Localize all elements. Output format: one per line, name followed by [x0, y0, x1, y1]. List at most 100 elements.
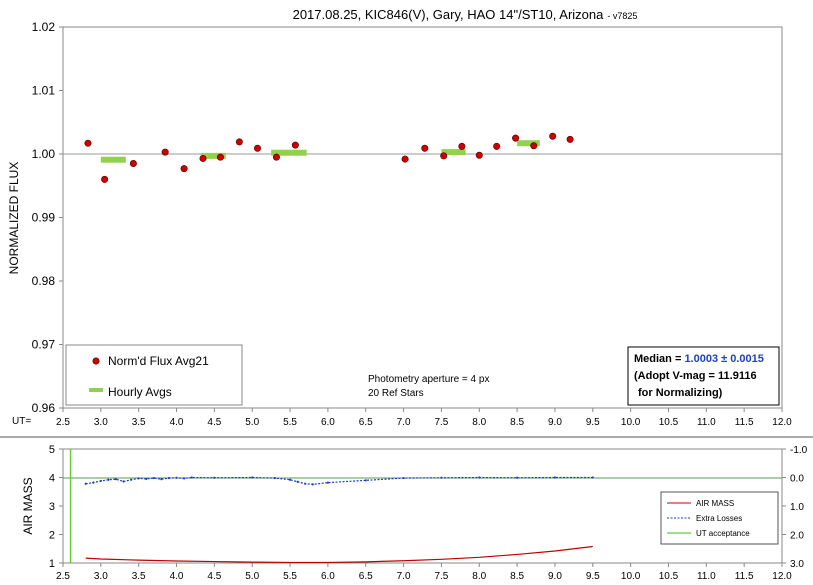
top-x-tick-label: 5.0 — [245, 417, 259, 428]
flux-point — [401, 155, 409, 163]
extra-losses-point — [84, 482, 87, 485]
bottom-y-tick-label: 2 — [49, 530, 55, 542]
extra-losses-point — [122, 480, 125, 483]
flux-point — [129, 160, 137, 168]
median-line-2: (Adopt V-mag = 11.9116 — [634, 370, 757, 382]
flux-point — [458, 142, 466, 150]
hourly-avg-bar — [441, 149, 466, 156]
bottom-x-tick-label: 10.5 — [659, 571, 679, 582]
top-x-tick-label: 10.5 — [659, 417, 679, 428]
bottom-y2-tick-label: 2.0 — [790, 531, 804, 542]
flux-point — [566, 135, 574, 143]
bottom-x-tick-label: 7.0 — [397, 571, 411, 582]
bottom-x-tick-label: 11.5 — [735, 571, 754, 582]
bottom-x-tick-label: 6.5 — [359, 571, 373, 582]
top-y-tick-label: 1.01 — [32, 84, 56, 98]
top-x-tick-label: 4.5 — [207, 417, 221, 428]
flux-point — [421, 144, 429, 152]
bottom-y2-tick-label: 0.0 — [790, 474, 804, 485]
top-x-tick-label: 3.5 — [132, 417, 146, 428]
top-x-tick-label: 12.0 — [772, 417, 792, 428]
bottom-x-tick-label: 4.5 — [207, 571, 221, 582]
top-x-tick-label: 11.5 — [735, 417, 754, 428]
bottom-x-tick-label: 10.0 — [621, 571, 641, 582]
top-x-tick-label: 4.0 — [170, 417, 184, 428]
flux-point — [512, 134, 520, 142]
hourly-avg-bar — [271, 149, 307, 156]
top-x-tick-label: 11.0 — [697, 417, 716, 428]
extra-losses-point — [182, 477, 186, 480]
extra-losses-point — [114, 478, 118, 481]
hourly-avg-bar — [100, 156, 126, 163]
extra-losses-point — [591, 476, 594, 479]
bottom-y2-tick-label: -1.0 — [790, 445, 808, 456]
chart-title-suffix: - v7825 — [607, 11, 637, 21]
top-x-tick-label: 7.5 — [434, 417, 448, 428]
top-x-tick-label: 8.5 — [510, 417, 524, 428]
median-line-1: Median = 1.0003 ± 0.0015 — [634, 353, 764, 365]
top-y-tick-label: 0.96 — [32, 401, 56, 415]
flux-point — [493, 142, 501, 150]
median-value: 1.0003 ± 0.0015 — [684, 353, 763, 365]
extra-losses-point — [152, 476, 155, 480]
legend-flux-label: Norm'd Flux Avg21 — [108, 354, 209, 368]
legend-ut-label: UT acceptance — [696, 529, 750, 538]
extra-losses-point — [304, 482, 307, 485]
extra-losses-point — [175, 476, 178, 479]
flux-point — [475, 151, 483, 159]
extra-losses-point — [364, 479, 367, 482]
extra-losses-point — [296, 480, 299, 483]
top-x-tick-label: 10.0 — [621, 417, 641, 428]
bottom-grid — [59, 448, 786, 567]
extra-losses-point — [130, 478, 133, 481]
top-y-tick-label: 0.97 — [32, 338, 56, 352]
flux-point — [161, 148, 169, 156]
bottom-x-tick-label: 3.0 — [94, 571, 108, 582]
extra-losses-point — [145, 477, 148, 481]
extra-losses-point — [402, 476, 405, 480]
bottom-x-tick-label: 5.0 — [245, 571, 259, 582]
bottom-y-tick-label: 3 — [49, 501, 55, 513]
flux-series — [84, 132, 574, 183]
top-x-tick-label: 3.0 — [94, 417, 108, 428]
median-label: Median = — [634, 353, 684, 365]
legend-flux-marker — [92, 357, 100, 365]
extra-losses-point — [311, 483, 314, 486]
bottom-x-tick-labels: 2.5 3.0 3.5 4.0 4.5 5.0 5.5 6.0 6.5 7.0 7.5 8.0 8.5 9… — [56, 571, 792, 582]
chart-title-main: 2017.08.25, KIC846(V), Gary, HAO 14"/ST1… — [293, 7, 605, 22]
extra-losses-point — [516, 476, 519, 479]
extra-losses-point — [288, 478, 292, 481]
top-y-tick-label: 1.02 — [32, 20, 56, 34]
extra-losses-point — [553, 476, 557, 479]
legend-hourly-label: Hourly Avgs — [108, 385, 172, 399]
extra-losses-point — [213, 476, 216, 479]
bottom-y-tick-label: 5 — [49, 444, 55, 456]
bottom-y-tick-labels: 1 2 3 4 5 — [49, 444, 55, 570]
extra-losses-point — [92, 481, 95, 484]
bottom-y-axis-label: AIR MASS — [21, 477, 35, 534]
extra-losses-point — [137, 477, 140, 480]
median-line-3: for Normalizing) — [638, 387, 723, 399]
hourly-avg-bar — [200, 152, 226, 159]
top-y-tick-label: 0.98 — [32, 274, 56, 288]
bottom-x-tick-label: 8.5 — [510, 571, 524, 582]
bottom-x-tick-label: 4.0 — [170, 571, 184, 582]
top-legend: Norm'd Flux Avg21 Hourly Avgs — [65, 344, 243, 406]
top-y-tick-label: 0.99 — [32, 211, 56, 225]
bottom-x-tick-label: 9.0 — [548, 571, 562, 582]
flux-point — [530, 142, 538, 150]
top-x-tick-label: 2.5 — [56, 417, 70, 428]
extra-losses-point — [99, 479, 102, 483]
flux-point — [291, 141, 299, 149]
bottom-y-tick-label: 1 — [49, 558, 55, 570]
extra-losses-point — [190, 476, 193, 479]
flux-point — [180, 165, 188, 173]
hourly-avg-bar — [517, 140, 540, 147]
bottom-y2-tick-label: 1.0 — [790, 502, 804, 513]
flux-point — [272, 153, 280, 161]
bottom-x-tick-label: 6.0 — [321, 571, 335, 582]
annotation-aperture: Photometry aperture = 4 px — [368, 374, 489, 385]
extra-losses-point — [107, 478, 110, 481]
bottom-x-tick-label: 11.0 — [697, 571, 716, 582]
